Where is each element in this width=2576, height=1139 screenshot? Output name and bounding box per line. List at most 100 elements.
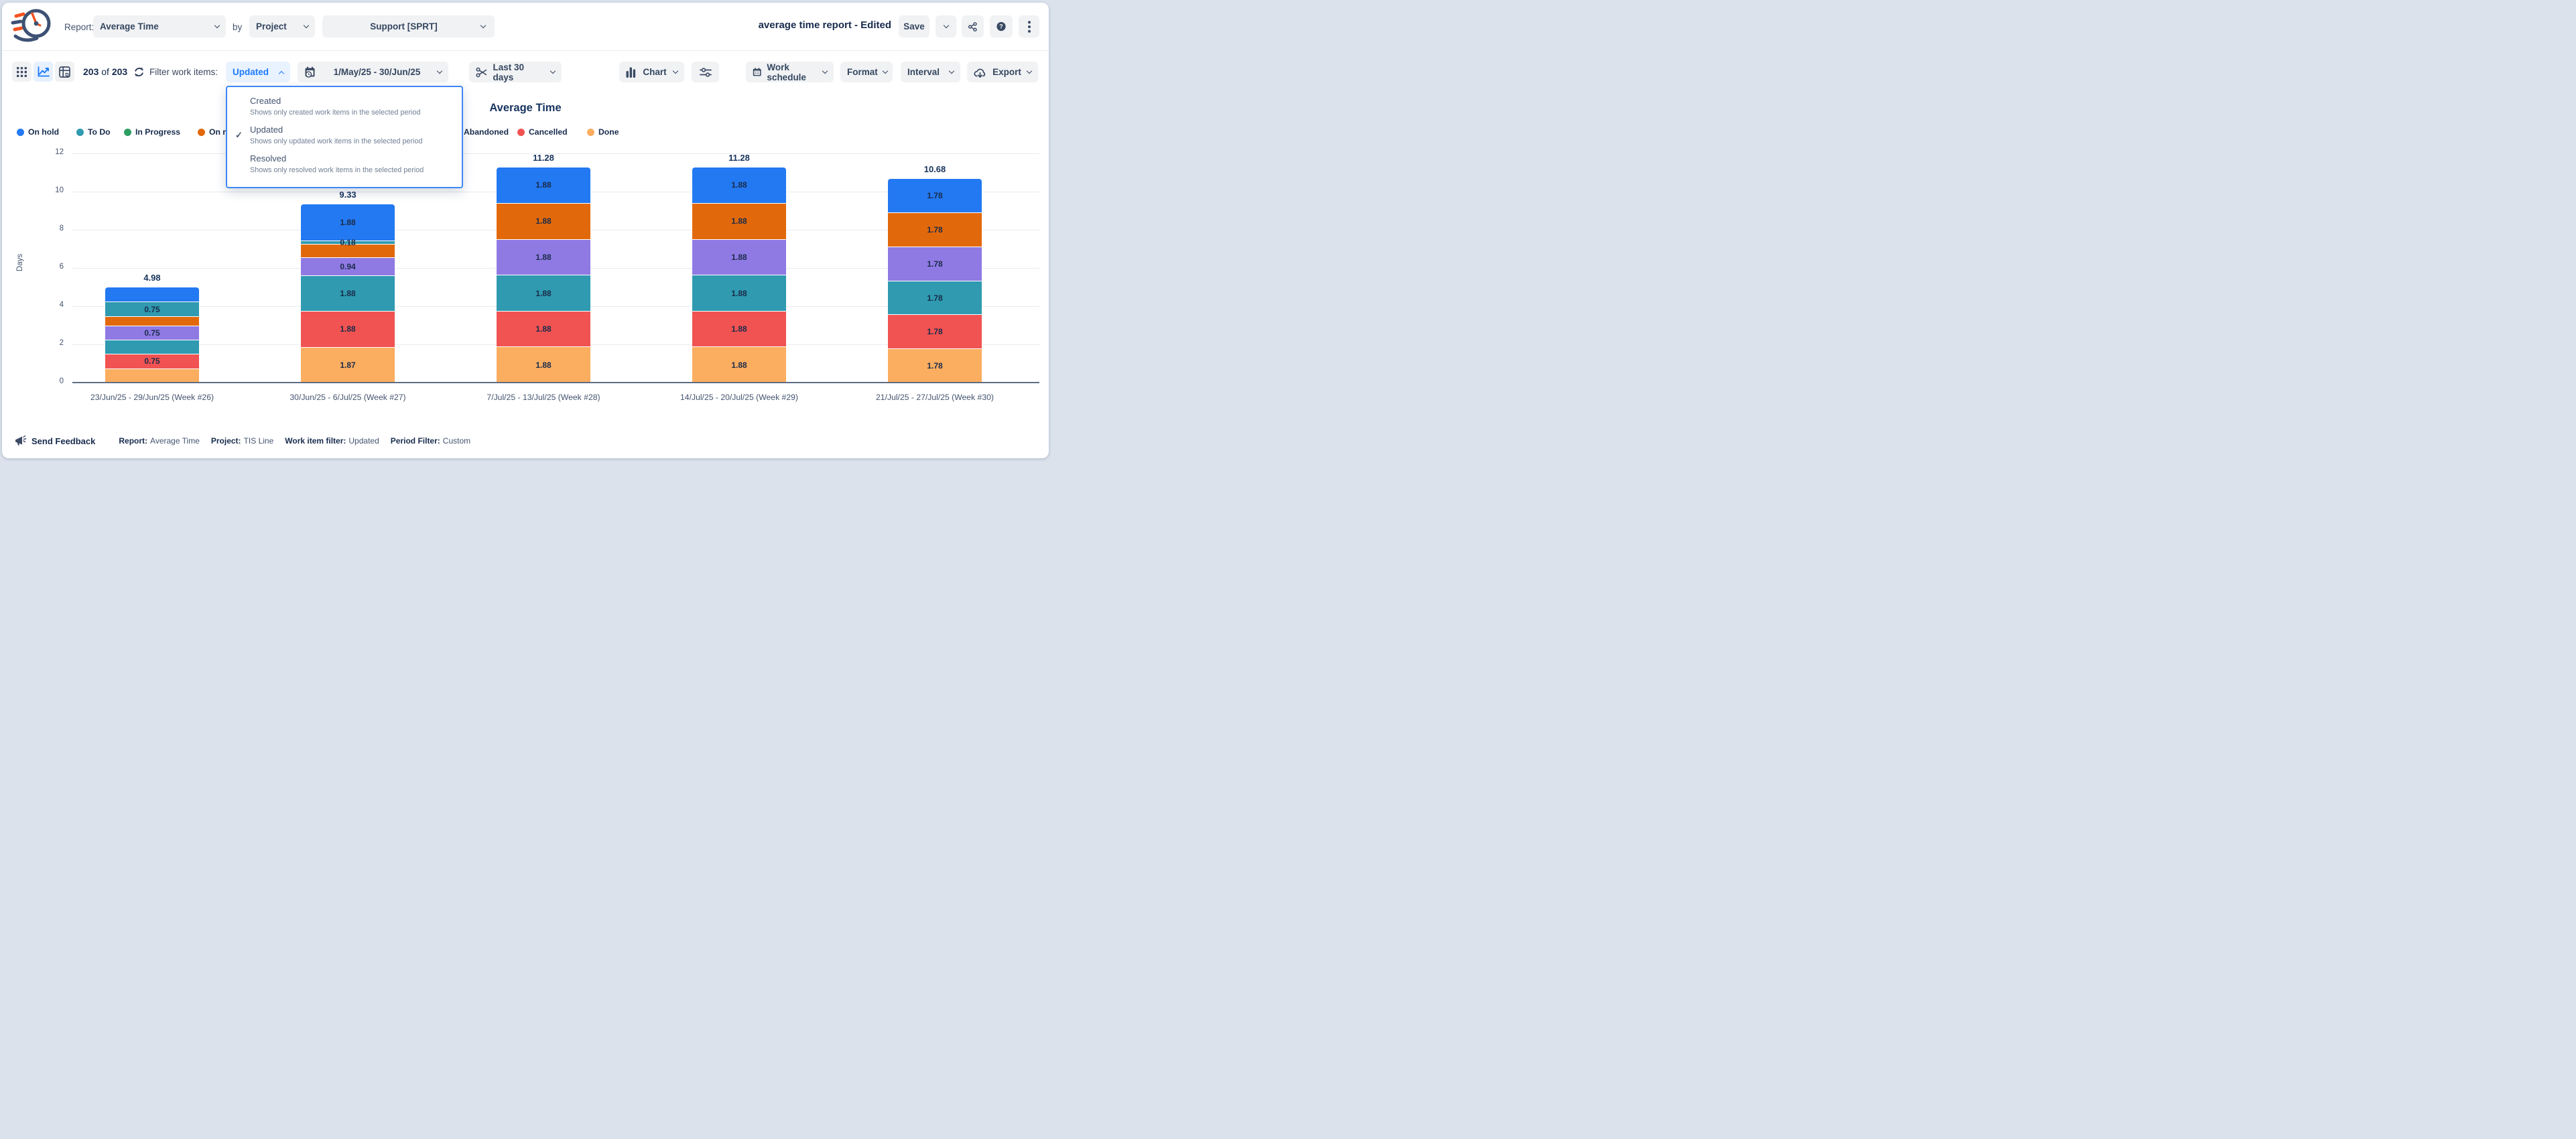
segment-value-label: 1.88 — [535, 216, 552, 226]
date-range-value: 1/May/25 - 30/Jun/25 — [333, 67, 421, 77]
send-feedback-button[interactable]: Send Feedback — [13, 434, 95, 448]
work-item-filter-select[interactable]: Updated — [226, 62, 290, 82]
bar-segment[interactable]: 1.88 — [497, 167, 590, 204]
date-range-select[interactable]: 1/May/25 - 30/Jun/25 — [298, 62, 448, 82]
report-select[interactable]: Average Time — [93, 15, 226, 38]
bar-segment[interactable]: 1.88 — [497, 275, 590, 311]
interval-select[interactable]: Interval — [901, 62, 960, 82]
segment-value-label: 1.88 — [535, 252, 552, 262]
more-menu-button[interactable] — [1019, 15, 1039, 38]
bar-segment[interactable] — [105, 368, 199, 383]
bar-segment[interactable]: 1.88 — [692, 275, 786, 311]
bar-segment[interactable]: 1.88 — [692, 203, 786, 239]
bar-segment[interactable]: 1.88 — [497, 239, 590, 275]
app-logo — [10, 5, 53, 47]
share-button[interactable] — [962, 15, 984, 38]
bar-segment[interactable]: 1.88 — [301, 275, 395, 312]
y-tick-label: 2 — [59, 339, 64, 347]
legend-item-in-progress[interactable]: In Progress — [124, 127, 180, 137]
bar-segment[interactable]: 0.94 — [301, 257, 395, 275]
bar-segment[interactable]: 0.75 — [105, 302, 199, 316]
legend-item-cancelled[interactable]: Cancelled — [517, 127, 568, 137]
chart-settings-button[interactable] — [692, 62, 719, 82]
grid-view-button[interactable] — [12, 62, 31, 82]
bar-segment[interactable]: 1.88 — [301, 204, 395, 241]
bar-segment[interactable]: 1.87 — [301, 346, 395, 383]
bar-segment[interactable]: 0.18 — [301, 238, 395, 247]
footer-meta-label: Report: — [119, 436, 148, 446]
calendar-clock-icon — [305, 66, 315, 78]
bar-segment[interactable]: 1.88 — [497, 203, 590, 239]
format-select[interactable]: Format — [840, 62, 893, 82]
chart-type-select[interactable]: Chart — [619, 62, 684, 82]
filter-option-created[interactable]: Created Shows only created work items in … — [250, 96, 452, 117]
kebab-menu-icon — [1027, 20, 1031, 33]
bar-total-label: 11.28 — [728, 152, 750, 163]
legend-dot — [124, 128, 131, 136]
bar-segment[interactable]: 1.78 — [888, 314, 982, 349]
bar-segment[interactable]: 0.75 — [105, 354, 199, 368]
bar-segment[interactable] — [301, 243, 395, 257]
line-chart-icon — [38, 66, 50, 77]
filter-option-updated[interactable]: ✓ Updated Shows only updated work items in… — [235, 125, 452, 146]
legend-label: Cancelled — [529, 127, 568, 137]
bar-segment[interactable]: 1.88 — [692, 310, 786, 347]
project-select[interactable]: Support [SPRT] — [322, 15, 495, 38]
bar-total-label: 4.98 — [143, 273, 161, 283]
legend-item-on-hold[interactable]: On hold — [17, 127, 59, 137]
segment-value-label: 1.78 — [927, 327, 943, 337]
bar-segment[interactable]: 1.88 — [301, 311, 395, 347]
bar-segment[interactable]: 1.78 — [888, 348, 982, 383]
legend-item-to-do[interactable]: To Do — [76, 127, 111, 137]
legend-dot — [17, 128, 24, 136]
work-schedule-select[interactable]: Work schedule — [746, 62, 834, 82]
segment-value-label: 1.88 — [731, 216, 747, 226]
bar-segment[interactable]: 1.78 — [888, 212, 982, 247]
refresh-button[interactable] — [133, 66, 145, 78]
by-label: by — [233, 22, 243, 32]
help-button[interactable]: ? — [990, 15, 1013, 38]
filter-option-resolved[interactable]: Resolved Shows only resolved work items i… — [250, 153, 452, 175]
footer-meta-pair: Work item filter: Updated — [285, 436, 379, 446]
export-select[interactable]: Export — [967, 62, 1038, 82]
chart-plot-area: Days 0 2 4 6 8 10 12 0.75 0.75 0.75 4.98 23/Jun/25 -… — [2, 3, 1049, 458]
bar-segment[interactable] — [105, 316, 199, 326]
filter-option-description: Shows only created work items in the sel… — [250, 109, 421, 117]
bar-segment[interactable]: 1.78 — [888, 280, 982, 315]
footer-meta-value: Custom — [442, 436, 471, 446]
chart-view-button[interactable] — [34, 62, 53, 82]
bar-segment[interactable]: 1.88 — [692, 239, 786, 275]
bar-segment[interactable]: 1.88 — [497, 346, 590, 383]
count-of: of — [101, 66, 109, 77]
segment-value-label: 1.78 — [927, 293, 943, 303]
save-options-button[interactable] — [936, 15, 956, 38]
legend-label: Abandoned — [464, 127, 509, 137]
bar-segment[interactable]: 1.78 — [888, 247, 982, 281]
scissors-icon — [476, 67, 487, 77]
y-tick-label: 12 — [55, 148, 64, 156]
project-select-value: Support [SPRT] — [370, 21, 438, 31]
send-feedback-label: Send Feedback — [31, 436, 96, 446]
group-by-select[interactable]: Project — [249, 15, 315, 38]
x-axis-line — [72, 382, 1039, 383]
bar-segment[interactable] — [105, 287, 199, 302]
bar-segment[interactable]: 1.78 — [888, 178, 982, 213]
chart-title: Average Time — [489, 102, 562, 114]
save-button[interactable]: Save — [899, 15, 929, 38]
pivot-view-button[interactable] — [55, 62, 74, 82]
segment-value-label: 1.88 — [340, 288, 356, 298]
footer-meta-pair: Report: Average Time — [119, 436, 200, 446]
work-schedule-label: Work schedule — [767, 62, 806, 82]
format-label: Format — [847, 67, 878, 77]
bar-segment[interactable]: 0.75 — [105, 326, 199, 340]
refresh-icon — [135, 67, 143, 77]
bar-segment[interactable]: 1.88 — [692, 346, 786, 383]
legend-item-done[interactable]: Done — [587, 127, 619, 137]
trim-period-select[interactable]: Last 30 days — [469, 62, 562, 82]
footer-meta-value: Average Time — [150, 436, 200, 446]
bar-segment[interactable]: 1.88 — [497, 310, 590, 347]
bar-segment[interactable] — [105, 340, 199, 354]
bar-segment[interactable]: 1.88 — [692, 167, 786, 204]
stacked-bar-4: 1.88 1.88 1.88 1.88 1.88 1.88 — [692, 167, 786, 383]
work-item-filter-dropdown: Created Shows only created work items in … — [226, 86, 463, 188]
